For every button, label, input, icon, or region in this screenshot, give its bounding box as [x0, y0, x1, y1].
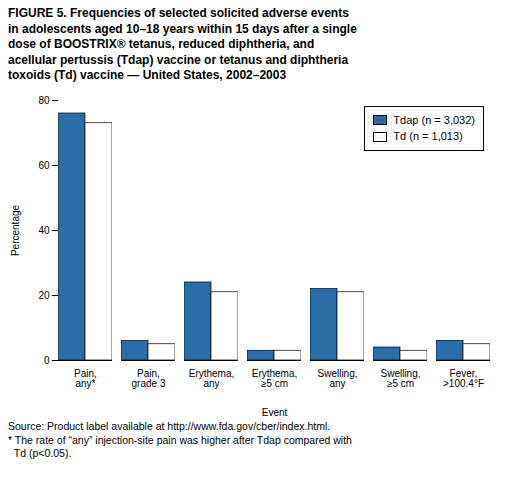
svg-text:60: 60 [38, 160, 50, 171]
html-text:Source: Product label availabl: Source: Product label available at http:… [8, 420, 331, 432]
svg-text:0: 0 [44, 355, 50, 366]
svg-text:Erythema,any: Erythema,any [189, 368, 235, 389]
html-text:Tdap (n = 3,032): Tdap (n = 3,032) [393, 114, 475, 126]
svg-text:Fever,>100.4°F: Fever,>100.4°F [443, 368, 484, 389]
html-text:Td (n = 1,013): Td (n = 1,013) [393, 130, 463, 143]
svg-text:Swelling,any: Swelling,any [317, 368, 357, 389]
svg-text:Event: Event [262, 406, 288, 417]
svg-text:Pain,grade 3: Pain,grade 3 [132, 368, 166, 389]
svg-text:80: 80 [38, 95, 50, 106]
html-text:FIGURE 5. Frequencies of selec: FIGURE 5. Frequencies of selected solici… [8, 6, 357, 83]
html-text:* The rate of “any” injection-: * The rate of “any” injection-site pain … [8, 433, 352, 460]
svg-text:Percentage: Percentage [10, 204, 21, 256]
svg-text:Swelling,≥5 cm: Swelling,≥5 cm [380, 368, 420, 389]
svg-text:Pain,any*: Pain,any* [74, 368, 97, 389]
svg-text:Erythema,≥5 cm: Erythema,≥5 cm [252, 368, 298, 389]
svg-text:40: 40 [38, 225, 50, 236]
svg-text:20: 20 [38, 290, 50, 301]
